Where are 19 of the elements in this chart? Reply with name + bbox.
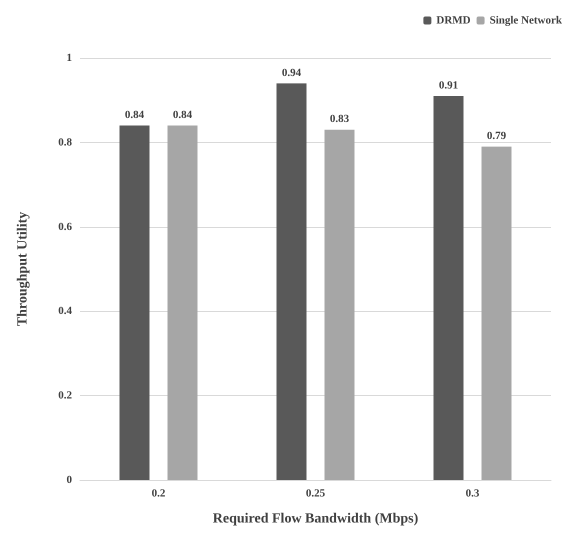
data-label: 0.91 [438, 79, 458, 92]
data-label: 0.83 [330, 113, 350, 126]
y-axis-title: Throughput Utility [16, 212, 30, 326]
x-tick-label: 0.2 [152, 488, 166, 500]
legend-label: Single Network [490, 14, 563, 26]
y-tick-label: 1 [66, 52, 72, 64]
data-label: 0.84 [124, 109, 145, 122]
y-tick-label: 0.4 [58, 305, 72, 318]
x-tick-label: 0.3 [466, 488, 480, 500]
data-label: 0.79 [486, 130, 507, 142]
y-tick-label: 0.6 [58, 220, 72, 233]
legend-label: DRMD [436, 14, 471, 26]
x-axis-title: Required Flow Bandwidth (Mbps) [212, 512, 419, 526]
x-tick-label: 0.25 [306, 488, 326, 500]
data-label: 0.94 [282, 66, 302, 79]
y-tick-label: 0.2 [58, 390, 72, 402]
data-label: 0.84 [172, 109, 193, 122]
y-tick-label: 0.8 [58, 136, 72, 148]
y-tick-label: 0 [66, 474, 72, 486]
